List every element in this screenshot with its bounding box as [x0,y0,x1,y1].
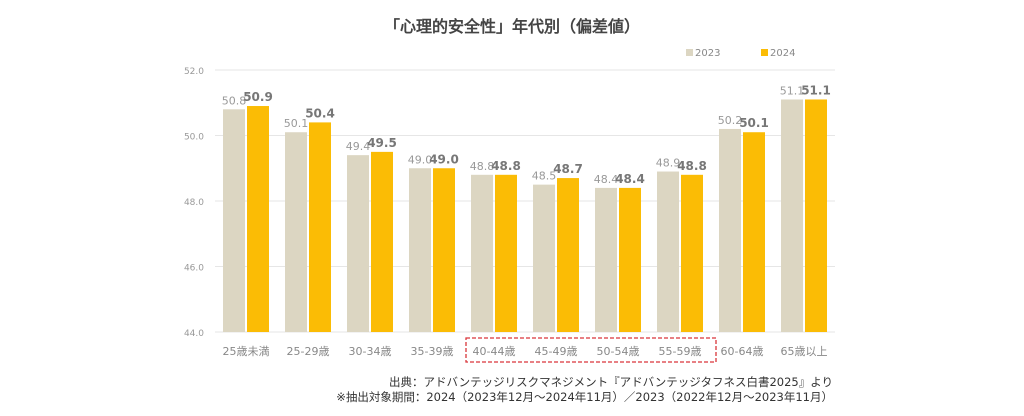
data-label: 50.9 [243,90,273,104]
x-tick-label: 35-39歳 [411,345,454,358]
data-label: 49.5 [367,136,397,150]
x-tick-label: 45-49歳 [535,345,578,358]
x-tick-label: 40-44歳 [473,345,516,358]
data-label: 48.8 [470,160,495,173]
x-tick-label: 30-34歳 [349,345,392,358]
data-label: 49.4 [346,140,371,153]
data-label: 51.1 [780,84,805,97]
bar-2024 [495,174,517,332]
legend-swatch [761,49,768,56]
data-label: 50.4 [305,106,335,120]
data-label: 51.1 [801,83,831,97]
bar-2023 [595,187,617,332]
x-tick-label: 50-54歳 [597,345,640,358]
bar-2023 [347,155,369,332]
x-tick-label: 60-64歳 [721,345,764,358]
x-tick-label: 25-29歳 [287,345,330,358]
x-tick-label: 25歳未満 [223,345,270,358]
period-note: ※抽出対象期間：2024（2023年12月～2024年11月）／2023（202… [336,390,833,404]
y-tick-label: 48.0 [184,198,204,208]
bar-2023 [533,184,555,332]
x-tick-label: 65歳以上 [781,345,828,358]
bar-2024 [247,106,269,333]
bar-2023 [223,109,245,332]
y-tick-label: 50.0 [184,133,204,143]
y-tick-label: 44.0 [184,329,204,339]
source-note: 出典：アドバンテッジリスクマネジメント『アドバンテッジタフネス白書2025』より [389,375,833,389]
data-label: 48.8 [677,159,707,173]
data-label: 50.8 [222,94,247,107]
data-label: 49.0 [408,153,433,166]
chart-title: 「心理的安全性」年代別（偏差値） [384,17,640,36]
data-label: 48.7 [553,162,583,176]
data-label: 49.0 [429,152,459,166]
bar-2024 [309,122,331,333]
bar-2024 [619,187,641,332]
y-tick-label: 46.0 [184,264,204,274]
bar-2023 [657,171,679,332]
data-label: 48.4 [594,173,619,186]
bar-2024 [805,99,827,332]
x-tick-label: 55-59歳 [659,345,702,358]
bar-2023 [409,168,431,332]
legend-label: 2024 [770,48,795,59]
bar-2024 [681,174,703,332]
bar-2024 [557,178,579,332]
legend-swatch [686,49,693,56]
data-label: 48.4 [615,172,645,186]
data-label: 48.9 [656,157,681,170]
bar-2023 [285,132,307,332]
y-tick-label: 52.0 [184,67,204,77]
data-label: 48.8 [491,159,521,173]
bar-2023 [719,128,741,332]
bar-2024 [743,132,765,332]
data-label: 50.2 [718,114,743,127]
bar-2023 [781,99,803,332]
data-label: 50.1 [739,116,769,130]
highlight-box [465,337,717,363]
bar-2023 [471,174,493,332]
bar-2024 [433,168,455,332]
legend-label: 2023 [695,48,720,59]
data-label: 50.1 [284,117,309,130]
data-label: 48.5 [532,170,557,183]
bar-2024 [371,151,393,332]
